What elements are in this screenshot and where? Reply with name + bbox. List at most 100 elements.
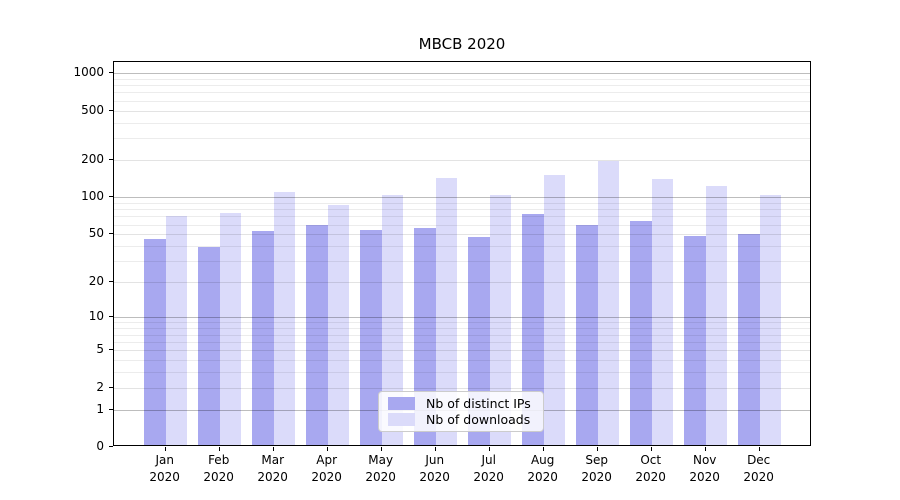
bar-ips-mar [252,231,274,445]
x-tick-label-sep: Sep 2020 [567,452,627,485]
x-tick-month: Jun [425,453,445,467]
gridline-40 [114,246,810,247]
x-tick-label-mar: Mar 2020 [243,452,303,485]
legend-label-downloads: Nb of downloads [426,411,531,427]
y-tick-0 [109,446,113,447]
bar-ips-apr [306,225,328,445]
gridline-80 [114,209,810,211]
legend: Nb of distinct IPs Nb of downloads [378,391,544,432]
bar-downloads-oct [651,179,674,445]
bar-downloads-mar [273,192,296,445]
gridline-6 [114,341,810,343]
x-tick-jan [164,447,166,451]
legend-label-distinct-ips: Nb of distinct IPs [426,396,531,412]
x-tick-year: 2020 [473,469,504,484]
x-tick-label-may: May 2020 [351,452,411,485]
bar-downloads-feb [219,212,242,445]
gridline-70 [114,216,810,218]
y-tick-label-50: 50 [88,226,104,241]
y-tick-label-5: 5 [96,342,104,356]
y-tick-500 [109,109,113,111]
bar-ips-jan [144,239,166,445]
x-tick-label-aug: Aug 2020 [513,452,573,485]
gridline-100 [114,197,810,199]
bar-downloads-nov [705,185,728,445]
legend-swatch-downloads [388,412,415,426]
gridline-8 [114,328,810,330]
chart-title: MBCB 2020 [418,35,506,53]
bar-downloads-apr [327,204,350,445]
legend-item-downloads: Nb of downloads [388,412,534,428]
x-tick-month: Nov [692,453,717,467]
bar-downloads-dec [759,195,782,445]
gridline-5 [114,350,810,351]
bar-ips-sep [576,225,598,445]
gridline-600 [114,100,810,102]
x-tick-year: 2020 [257,469,288,484]
gridline-900 [114,78,810,80]
x-tick-label-feb: Feb 2020 [189,452,249,485]
x-tick-label-jun: Jun 2020 [405,452,465,485]
x-tick-month: Feb [208,453,230,467]
x-tick-aug [542,447,544,451]
gridline-700 [114,92,810,94]
x-tick-may [380,447,382,451]
x-tick-month: Oct [640,453,662,467]
y-tick-10 [109,316,113,318]
y-tick-label-1: 1 [96,401,104,416]
y-tick-2 [109,386,113,388]
x-tick-apr [326,447,328,451]
bar-ips-dec [738,234,760,445]
y-tick-label-100: 100 [81,189,104,204]
gridline-200 [114,160,810,161]
bar-ips-may [360,230,382,445]
bar-ips-feb [198,246,220,445]
x-tick-year: 2020 [635,469,666,484]
x-tick-month: May [368,453,394,467]
bar-ips-oct [630,220,652,445]
gridline-90 [114,202,810,204]
bar-downloads-jan [165,215,188,445]
gridline-9 [114,322,810,324]
x-tick-year: 2020 [311,469,342,484]
gridline-400 [114,122,810,124]
legend-swatch-distinct-ips [388,397,415,411]
x-tick-year: 2020 [203,469,234,484]
x-tick-feb [218,447,220,451]
gridline-10 [114,317,810,319]
gridline-800 [114,85,810,87]
y-tick-200 [109,159,113,160]
x-tick-label-dec: Dec 2020 [729,452,789,485]
bar-downloads-aug [543,175,566,445]
gridline-500 [114,110,810,112]
gridline-3 [114,372,810,373]
plot-area [113,61,811,446]
x-tick-mar [272,447,274,451]
x-tick-jul [488,447,490,451]
x-tick-month: Apr [316,453,338,467]
gridline-30 [114,261,810,263]
y-tick-label-2: 2 [96,379,104,394]
x-tick-month: Jan [155,453,174,467]
gridline-7 [114,334,810,336]
x-tick-month: Sep [585,453,608,467]
x-tick-sep [596,447,598,451]
x-tick-month: Jul [481,453,496,467]
x-tick-month: Aug [530,453,555,467]
bar-ips-aug [522,214,544,445]
bar-downloads-jun [435,177,458,445]
bar-downloads-may [381,195,404,445]
x-tick-nov [704,447,706,451]
x-tick-label-nov: Nov 2020 [675,452,735,485]
x-tick-year: 2020 [419,469,450,484]
bar-downloads-jul [489,195,512,445]
x-tick-year: 2020 [743,469,774,484]
y-tick-100 [109,196,113,198]
y-tick-label-20: 20 [88,274,104,289]
x-tick-dec [758,447,760,451]
gridline-20 [114,282,810,284]
bar-downloads-sep [597,160,620,445]
x-tick-label-apr: Apr 2020 [297,452,357,485]
y-tick-1000 [109,72,113,74]
